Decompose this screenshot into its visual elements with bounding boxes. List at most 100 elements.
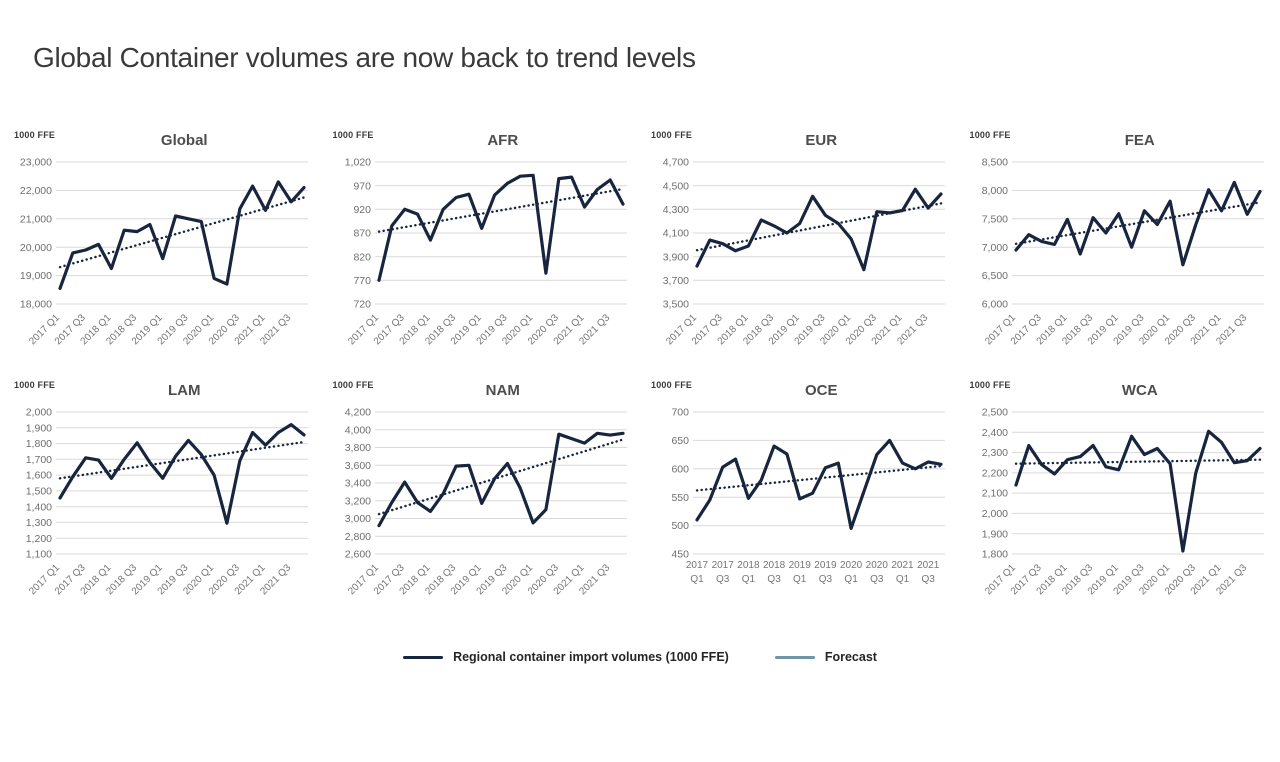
y-tick-label: 920 (353, 204, 371, 216)
chart-header: 1000 FFE FEA (966, 128, 1271, 154)
chart-header: 1000 FFE EUR (647, 128, 952, 154)
x-tick-label: Q3 (767, 574, 781, 585)
x-tick-label: 2018 (763, 560, 786, 571)
y-tick-label: 21,000 (20, 213, 52, 225)
x-tick-label: Q1 (793, 574, 807, 585)
y-tick-label: 650 (671, 435, 689, 447)
series-line (376, 173, 625, 282)
chart-header: 1000 FFE Global (10, 128, 315, 154)
chart-title: OCE (804, 382, 838, 399)
x-tick-label: Q3 (819, 574, 833, 585)
chart-panel-eur: 1000 FFE EUR 3,500 3,700 3,900 4,100 4,300 4,… (647, 128, 952, 354)
series-line (1013, 429, 1262, 553)
forecast-line-swatch (774, 655, 815, 659)
y-tick-label: 1,800 (26, 438, 52, 450)
forecast-trend-line (377, 187, 624, 233)
y-tick-label: 8,000 (981, 185, 1007, 197)
series-line (376, 431, 625, 528)
chart-title: EUR (805, 132, 838, 149)
y-axis-unit-label: 1000 FFE (332, 130, 374, 140)
y-tick-label: 22,000 (20, 185, 52, 197)
series-legend-label: Regional container import volumes (1000 … (453, 650, 729, 664)
y-tick-label: 820 (353, 251, 371, 263)
series-line (695, 187, 943, 272)
nam-chart-plot: 2,600 2,800 3,000 3,200 3,400 3,600 3,800 4,000… (344, 407, 627, 597)
x-tick-label: Q1 (742, 574, 756, 585)
y-tick-label: 19,000 (20, 270, 52, 282)
y-tick-label: 3,200 (344, 495, 370, 507)
y-tick-label: 6,500 (981, 270, 1007, 282)
legend-item-forecast: Forecast (774, 650, 877, 664)
y-tick-label: 4,000 (344, 424, 370, 436)
y-tick-label: 20,000 (20, 242, 52, 254)
y-tick-label: 4,100 (663, 228, 689, 240)
wca-chart-plot: 1,800 1,900 2,000 2,100 2,200 2,300 2,400 2,500… (981, 407, 1264, 597)
y-tick-label: 4,500 (663, 180, 689, 192)
chart-title: WCA (1121, 382, 1158, 399)
y-tick-label: 770 (353, 275, 371, 287)
y-tick-label: 2,000 (26, 407, 52, 419)
x-tick-label: Q1 (690, 574, 704, 585)
y-tick-label: 2,200 (981, 468, 1007, 480)
y-axis-unit-label: 1000 FFE (969, 380, 1011, 390)
y-axis-unit-label: 1000 FFE (969, 130, 1011, 140)
y-tick-label: 1,900 (26, 422, 52, 434)
x-tick-label: 2019 (789, 560, 812, 571)
y-tick-label: 3,700 (663, 275, 689, 287)
y-tick-label: 18,000 (20, 299, 52, 311)
y-tick-label: 1,200 (26, 533, 52, 545)
y-tick-label: 3,900 (663, 251, 689, 263)
y-tick-label: 8,500 (981, 157, 1007, 169)
series-line (58, 180, 306, 290)
forecast-trend-line (58, 440, 306, 480)
charts-grid: 1000 FFE Global 18,000 19,000 20,000 21,000… (0, 128, 1280, 604)
chart-header: 1000 FFE WCA (966, 378, 1271, 404)
y-tick-label: 450 (671, 549, 689, 561)
chart-panel-global: 1000 FFE Global 18,000 19,000 20,000 21,000… (10, 128, 315, 354)
x-tick-label: 2020 (866, 560, 889, 571)
forecast-legend-label: Forecast (824, 650, 877, 664)
chart-panel-nam: 1000 FFE NAM 2,600 2,800 3,000 3,200 3,400 3,… (329, 378, 634, 604)
y-tick-label: 3,000 (344, 513, 370, 525)
y-axis-unit-label: 1000 FFE (14, 380, 56, 390)
y-axis-unit-label: 1000 FFE (14, 130, 56, 140)
y-tick-label: 4,700 (663, 157, 689, 169)
y-tick-label: 2,300 (981, 447, 1007, 459)
series-line (1013, 180, 1262, 267)
chart-title: Global (160, 132, 208, 149)
y-axis-unit-label: 1000 FFE (651, 380, 693, 390)
y-tick-label: 2,000 (981, 508, 1007, 520)
chart-legend: Regional container import volumes (1000 … (0, 650, 1280, 664)
chart-title: NAM (485, 382, 520, 399)
global-chart-plot: 18,00019,00020,00021,00022,00023,0002017… (20, 157, 308, 347)
slide: Global Container volumes are now back to… (0, 42, 1280, 762)
forecast-trend-line (377, 438, 624, 516)
chart-panel-afr: 1000 FFE AFR 720 770 820 870 920 970 1,020 2017… (329, 128, 634, 354)
chart-header: 1000 FFE LAM (10, 378, 315, 404)
x-tick-label: 2017 (686, 560, 709, 571)
y-tick-label: 720 (353, 299, 371, 311)
y-tick-label: 4,300 (663, 204, 689, 216)
y-axis-unit-label: 1000 FFE (332, 380, 374, 390)
eur-chart-plot: 3,5003,7003,9004,1004,3004,5004,7002017 … (663, 157, 945, 347)
x-tick-label: Q3 (716, 574, 730, 585)
y-tick-label: 7,500 (981, 213, 1007, 225)
y-tick-label: 500 (671, 520, 689, 532)
forecast-trend-line (1014, 458, 1261, 465)
chart-header: 1000 FFE AFR (329, 128, 634, 154)
x-tick-label: 2021 (891, 560, 914, 571)
page-title: Global Container volumes are now back to… (33, 42, 696, 73)
x-tick-label: Q3 (870, 574, 884, 585)
y-axis-unit-label: 1000 FFE (651, 130, 693, 140)
series-line (695, 438, 943, 531)
y-tick-label: 700 (671, 407, 689, 419)
y-tick-label: 3,800 (344, 442, 370, 454)
lam-chart-plot: 1,100 1,200 1,300 1,400 1,500 1,600 1,700 1,800… (26, 407, 308, 597)
chart-title: AFR (487, 132, 519, 149)
y-tick-label: 1,500 (26, 486, 52, 498)
y-tick-label: 2,400 (981, 427, 1007, 439)
chart-panel-lam: 1000 FFE LAM 1,100 1,200 1,300 1,400 1,500 1,… (10, 378, 315, 604)
y-tick-label: 1,100 (26, 549, 52, 561)
y-tick-label: 1,600 (26, 470, 52, 482)
chart-panel-wca: 1000 FFE WCA 1,800 1,900 2,000 2,100 2,200 2,… (966, 378, 1271, 604)
